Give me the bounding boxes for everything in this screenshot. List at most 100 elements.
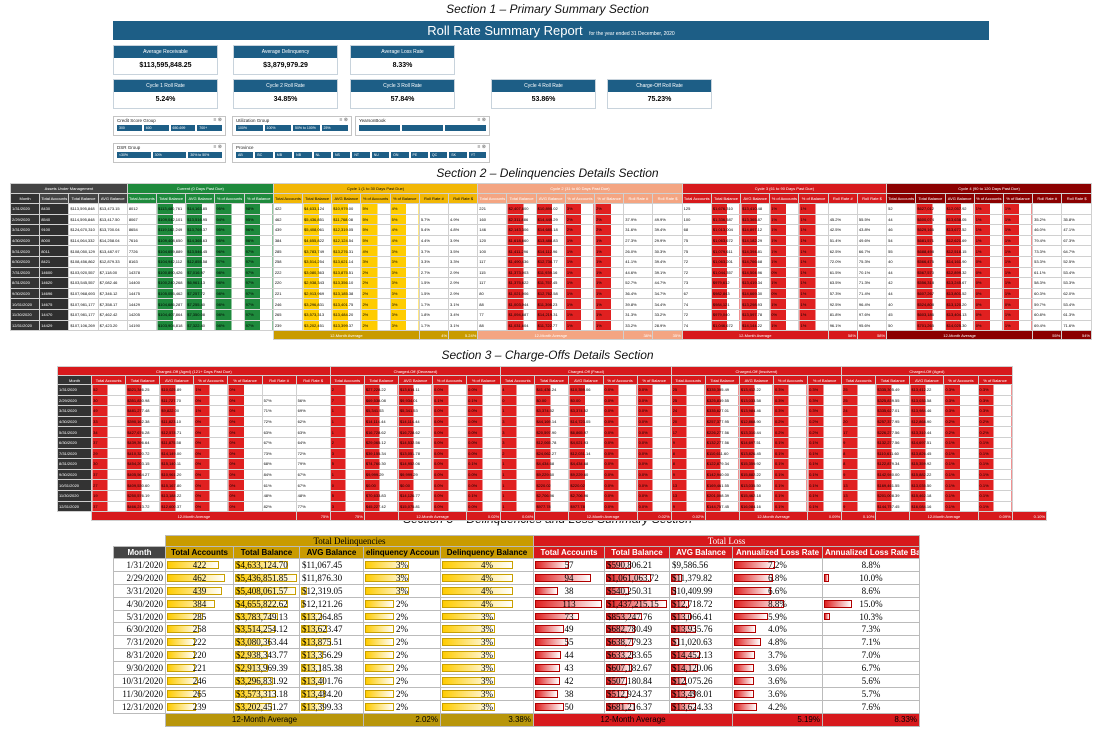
slicer-option[interactable]: 30% [152, 152, 187, 158]
data-cell: $107,981,177 [68, 308, 99, 321]
column-header: Total Accounts [681, 193, 712, 204]
slicer-option[interactable]: 30% to 50% [188, 152, 223, 158]
filter-slicer[interactable]: YearsonBook ≡ ⊗ [355, 116, 490, 136]
data-cell: 13 [841, 479, 877, 491]
slicer-option[interactable]: PE [410, 152, 428, 158]
slicer-option[interactable]: 25% [321, 125, 348, 131]
data-cell [448, 203, 479, 215]
slicer-option[interactable]: NS [332, 152, 351, 158]
slicer-option[interactable]: NU [371, 152, 390, 158]
slicer-option[interactable]: NB [294, 152, 312, 158]
data-cell: $627,012 [915, 203, 946, 215]
data-cell: $114,595,848 [68, 213, 99, 226]
filter-slicer[interactable]: Credit Score Group ≡ ⊗ 300 600 650-699 700+ [113, 116, 226, 136]
slicer-option[interactable]: 300 [117, 125, 142, 131]
slicer-option[interactable]: SK [449, 152, 467, 158]
column-header: % of Accounts [193, 375, 229, 385]
table-row: 8/31/2020 220 $2,938,343.77 $13,356.29 2% 3% 4… [113, 648, 921, 663]
slicer-option[interactable]: NT [352, 152, 370, 158]
column-header: % of Accounts [943, 375, 979, 385]
clear-filter-icon[interactable]: ≡ ⊗ [213, 144, 223, 150]
data-cell: 422 [165, 558, 234, 572]
data-cell: 439 [165, 583, 234, 598]
data-cell: 98% [214, 308, 245, 321]
data-cell: 3 [500, 426, 536, 438]
data-cell: $1,031,604 [506, 319, 537, 332]
column-header: AVG Balance [738, 375, 774, 385]
data-cell: 0.0% [636, 458, 672, 470]
data-cell: 77% [295, 500, 331, 513]
data-cell: $41,436.24 [534, 384, 570, 396]
data-cell: 0% [769, 287, 800, 300]
cell-value: $11,020.63 [672, 637, 713, 648]
slicer-option[interactable]: ON [391, 152, 409, 158]
data-bar [535, 664, 560, 673]
data-cell: $466,213.72 [125, 500, 161, 513]
clear-filter-icon[interactable]: ≡ ⊗ [477, 144, 487, 150]
data-cell: 98% [214, 277, 245, 289]
filter-slicer[interactable]: Utilization Group ≡ ⊗ 100% 100% 50% to 100% 2… [232, 116, 352, 136]
slicer-option[interactable] [359, 125, 400, 131]
data-cell: $977.78 [534, 500, 570, 513]
data-cell: 14429 [126, 298, 158, 310]
data-cell [261, 384, 297, 396]
data-cell: 4% [440, 583, 534, 598]
data-cell: 2% [360, 298, 391, 310]
group-header: Charged-Off (Aged) (121+ Days Past Due) [57, 366, 331, 376]
cell-value: $853,247.76 [607, 611, 652, 622]
data-cell: $629,166 [915, 224, 946, 236]
data-cell: 55 [533, 635, 605, 650]
data-cell: 1% [1002, 203, 1034, 215]
slicer-option[interactable]: 700+ [197, 125, 222, 131]
slicer-option[interactable]: NL [313, 152, 331, 158]
slicer-option[interactable]: YT [468, 152, 487, 158]
data-cell: $14,697.51 [909, 436, 945, 449]
clear-filter-icon[interactable]: ≡ ⊗ [477, 117, 487, 123]
slicer-option[interactable]: AB [236, 152, 254, 158]
data-bar [301, 586, 307, 595]
data-cell: 35.8% [1061, 213, 1092, 226]
column-header: Month [113, 546, 166, 559]
slicer-option[interactable]: 600 [143, 125, 169, 131]
clear-filter-icon[interactable]: ≡ ⊗ [339, 117, 349, 123]
kpi-card: Average Delinquency $3,879,979.29 [233, 45, 338, 75]
data-cell: 3% [440, 699, 534, 714]
slicer-option[interactable] [402, 125, 443, 131]
slicer-option[interactable]: 100% [236, 125, 263, 131]
clear-filter-icon[interactable]: ≡ ⊗ [213, 117, 223, 123]
data-cell: $13,638.05 [944, 213, 975, 226]
slicer-option[interactable]: 50% to 100% [293, 125, 320, 131]
data-cell: 0% [227, 500, 263, 513]
slicer-option[interactable]: <30% [117, 152, 151, 158]
data-bar [235, 664, 268, 673]
data-bar [167, 651, 195, 660]
slicer-option[interactable]: 650-699 [170, 125, 196, 131]
slicer-option[interactable]: QC [429, 152, 448, 158]
data-cell: 0.0% [602, 500, 638, 513]
data-cell: 1% [769, 298, 800, 310]
data-cell: $5,436,851 [302, 213, 333, 226]
slicer-option[interactable]: 100% [264, 125, 291, 131]
footer-value: 35% [652, 330, 683, 341]
data-cell: $107,106,269 [68, 319, 99, 332]
column-header: Total Balance [915, 193, 946, 204]
data-cell: 36.4% [623, 287, 654, 300]
data-cell: 3.3% [448, 255, 479, 268]
table-row: 1/31/2020 8430 $113,595,848 $13,473.15 8012 $… [9, 203, 1092, 215]
slicer-option[interactable] [445, 125, 486, 131]
cell-value: 50 [564, 701, 574, 712]
filter-slicer[interactable]: DSR Group ≡ ⊗ <30% 30% 30% to 50% [113, 143, 226, 163]
data-cell: $12,065.78 [534, 436, 570, 449]
data-cell: 5.4% [418, 224, 450, 236]
data-bar [824, 612, 830, 621]
data-cell: $13,419.34 [740, 277, 771, 289]
data-cell: 0.2% [807, 426, 843, 438]
data-cell: $325,839.55 [704, 394, 740, 407]
filter-slicer[interactable]: Province ≡ ⊗ AB BC MB NB NL NS NT NU ON PE QC SK YT [232, 143, 490, 163]
data-cell: $7,322.40 [185, 319, 216, 332]
data-cell: 8.8% [821, 558, 921, 572]
slicer-option[interactable]: BC [255, 152, 273, 158]
report-title: Roll Rate Summary Report [427, 23, 583, 38]
slicer-option[interactable]: MB [274, 152, 293, 158]
data-cell: 4% [389, 203, 420, 215]
